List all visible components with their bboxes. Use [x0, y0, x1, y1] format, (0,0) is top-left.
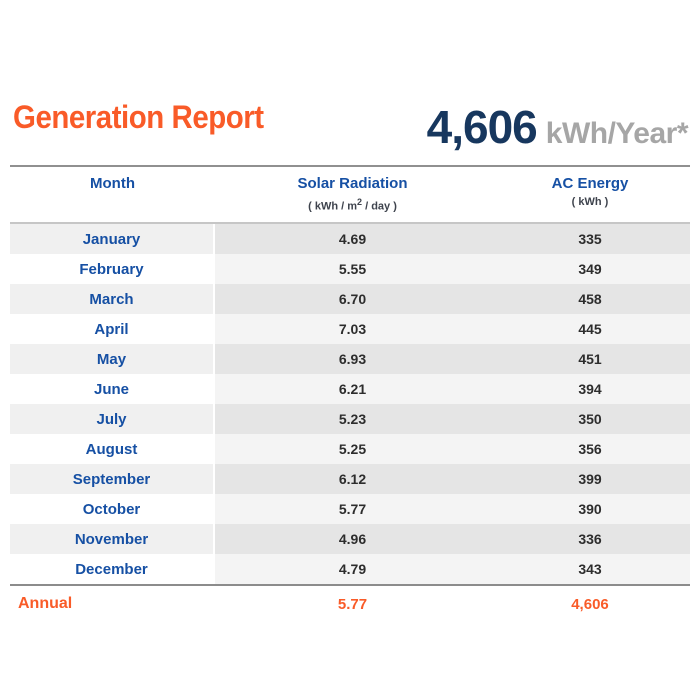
energy-cell: 458 — [490, 284, 690, 314]
column-header-radiation: Solar Radiation ( kWh / m2 / day ) — [215, 175, 490, 222]
radiation-column-unit: ( kWh / m2 / day ) — [308, 197, 397, 213]
month-cell: December — [10, 554, 215, 584]
table-bottom-rule — [10, 584, 690, 586]
month-cell: June — [10, 374, 215, 404]
table-row: September 6.12 399 — [10, 464, 690, 494]
radiation-cell: 5.77 — [215, 494, 490, 524]
month-cell: January — [10, 224, 215, 254]
month-column-label: Month — [90, 175, 135, 192]
table-row: January 4.69 335 — [10, 224, 690, 254]
table-row: August 5.25 356 — [10, 434, 690, 464]
radiation-cell: 5.23 — [215, 404, 490, 434]
table-row: June 6.21 394 — [10, 374, 690, 404]
table-row: November 4.96 336 — [10, 524, 690, 554]
energy-cell: 399 — [490, 464, 690, 494]
radiation-cell: 4.79 — [215, 554, 490, 584]
radiation-cell: 6.70 — [215, 284, 490, 314]
annual-total-value: 4,606 — [426, 101, 538, 153]
radiation-column-label: Solar Radiation — [297, 175, 408, 192]
radiation-cell: 4.96 — [215, 524, 490, 554]
energy-cell: 394 — [490, 374, 690, 404]
annual-energy-value: 4,606 — [571, 595, 609, 613]
energy-cell: 390 — [490, 494, 690, 524]
table-row: March 6.70 458 — [10, 284, 690, 314]
radiation-cell: 6.21 — [215, 374, 490, 404]
radiation-cell: 7.03 — [215, 314, 490, 344]
table-row: October 5.77 390 — [10, 494, 690, 524]
table-row: April 7.03 445 — [10, 314, 690, 344]
radiation-cell: 5.55 — [215, 254, 490, 284]
month-cell: March — [10, 284, 215, 314]
month-cell: November — [10, 524, 215, 554]
energy-cell: 356 — [490, 434, 690, 464]
radiation-cell: 6.12 — [215, 464, 490, 494]
radiation-cell: 4.69 — [215, 224, 490, 254]
table-row: July 5.23 350 — [10, 404, 690, 434]
month-cell: October — [10, 494, 215, 524]
annual-total: 4,606 kWh/Year* — [426, 101, 689, 153]
table-top-rule — [10, 165, 690, 167]
month-cell: September — [10, 464, 215, 494]
table-row: December 4.79 343 — [10, 554, 690, 584]
energy-cell: 445 — [490, 314, 690, 344]
energy-cell: 343 — [490, 554, 690, 584]
month-cell: February — [10, 254, 215, 284]
energy-cell: 350 — [490, 404, 690, 434]
header-separator-rule — [10, 222, 690, 224]
table-body: January 4.69 335 February 5.55 349 March 6.70 45… — [10, 224, 690, 584]
table-row: May 6.93 451 — [10, 344, 690, 374]
annual-label: Annual — [18, 595, 73, 612]
annual-total-unit: kWh/Year* — [545, 117, 689, 150]
month-cell: May — [10, 344, 215, 374]
energy-cell: 349 — [490, 254, 690, 284]
energy-column-label: AC Energy — [551, 175, 629, 192]
page-title: Generation Report — [13, 99, 264, 135]
energy-cell: 335 — [490, 224, 690, 254]
month-cell: August — [10, 434, 215, 464]
table-header-row: Month Solar Radiation ( kWh / m2 / day )… — [10, 167, 690, 222]
annual-radiation-value: 5.77 — [337, 595, 368, 613]
radiation-cell: 6.93 — [215, 344, 490, 374]
radiation-cell: 5.25 — [215, 434, 490, 464]
annual-row: Annual 5.77 4,606 — [10, 586, 690, 622]
column-header-month: Month — [10, 175, 215, 222]
energy-cell: 336 — [490, 524, 690, 554]
generation-table: Month Solar Radiation ( kWh / m2 / day )… — [10, 165, 690, 622]
column-header-energy: AC Energy ( kWh ) — [490, 175, 690, 222]
energy-column-unit: ( kWh ) — [571, 196, 609, 208]
energy-cell: 451 — [490, 344, 690, 374]
table-row: February 5.55 349 — [10, 254, 690, 284]
month-cell: April — [10, 314, 215, 344]
month-cell: July — [10, 404, 215, 434]
